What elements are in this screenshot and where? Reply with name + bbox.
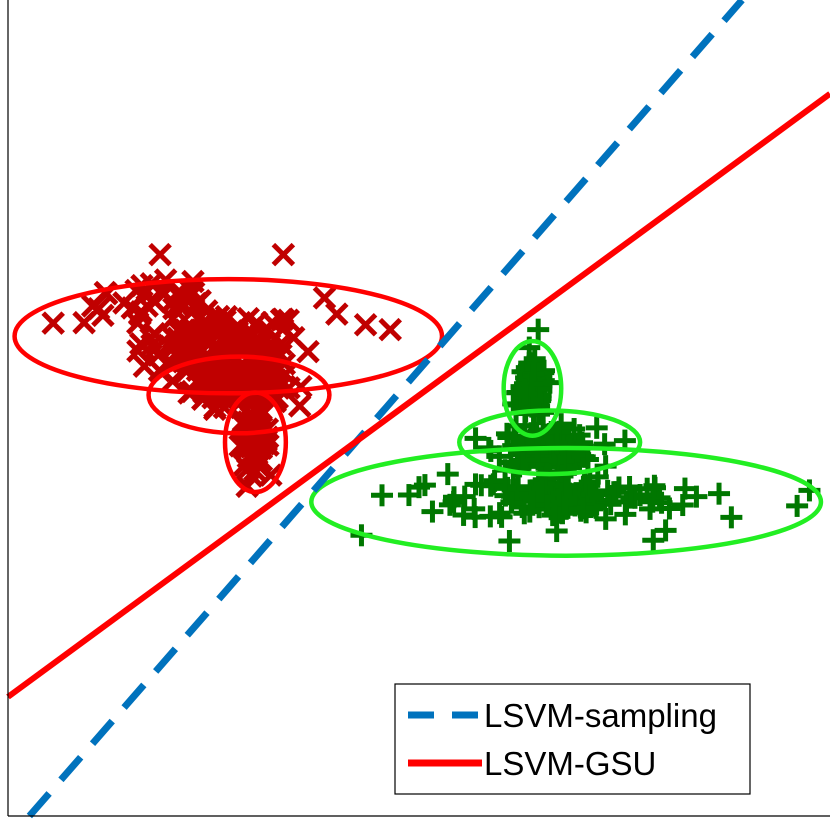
data-point-plus [720,506,743,529]
data-point-plus [500,491,523,514]
data-point-plus [643,474,666,497]
data-point-x [213,308,237,333]
data-point-plus [557,441,580,464]
data-point-plus [495,422,518,445]
data-point-plus [708,482,731,505]
data-point-plus [527,318,550,341]
data-point-x [254,318,279,343]
legend-label-lsvm-sampling: LSVM-sampling [484,697,717,734]
data-point-plus [533,472,556,495]
data-point-x [312,286,337,310]
data-point-x [160,290,185,314]
data-point-x [247,402,271,427]
data-point-plus [642,529,665,552]
data-point-x [232,453,257,477]
data-point-x [148,242,172,267]
data-point-plus [436,463,459,486]
data-point-x [259,463,283,487]
data-point-x [164,333,188,358]
legend-label-lsvm-gsu: LSVM-GSU [484,745,656,782]
data-point-plus [594,507,617,530]
data-point-plus [593,433,616,456]
data-point-x [296,339,320,364]
negative-class-ellipse [222,390,289,495]
data-point-plus [371,484,394,507]
data-point-x [271,242,296,267]
data-point-plus [604,481,627,504]
lsvm-sampling-line [26,0,745,819]
data-point-plus [545,520,568,543]
lsvm-gsu-line [6,91,830,700]
data-point-plus [526,440,549,463]
data-point-x [41,311,65,335]
legend: LSVM-sampling LSVM-GSU [394,683,751,795]
data-point-plus [552,491,575,514]
data-point-plus [498,530,521,553]
data-point-plus [673,477,696,500]
data-point-plus [585,416,608,439]
data-point-plus [479,474,502,497]
data-point-x [325,302,349,326]
data-point-plus [555,474,578,497]
data-point-x [188,289,212,313]
data-point-plus [614,503,637,526]
data-point-plus [452,503,475,526]
positive-class-ellipse [457,408,643,477]
data-point-x [186,324,210,349]
data-point-plus [685,485,708,508]
negative-class-ellipse [12,276,445,396]
plot-area [6,0,830,819]
data-point-plus [442,490,465,513]
data-point-x [128,302,152,327]
data-point-plus [408,476,430,499]
data-point-x [219,325,244,349]
data-point-plus [531,477,554,500]
data-point-plus [639,497,662,520]
positive-class-ellipse [309,445,824,558]
data-point-plus [513,502,536,525]
data-point-plus [654,519,677,542]
data-point-plus [421,500,444,523]
data-point-plus [620,486,643,509]
negative-class-ellipse [146,354,332,436]
data-point-plus [607,476,630,499]
data-point-plus [545,432,568,455]
data-point-plus [786,494,809,517]
data-point-plus [490,505,513,528]
data-point-x [226,314,250,338]
data-point-x [378,317,402,342]
data-point-x [264,368,288,392]
data-point-x [289,374,313,399]
data-point-plus [514,383,537,406]
data-point-x [353,313,378,337]
data-point-plus [438,493,461,516]
data-point-x [287,394,312,418]
data-point-x [139,326,163,351]
legend-box [394,683,751,795]
data-point-plus [494,477,517,500]
data-point-plus [464,427,487,450]
data-point-x [228,361,252,385]
positive-class-ellipse [501,338,564,438]
